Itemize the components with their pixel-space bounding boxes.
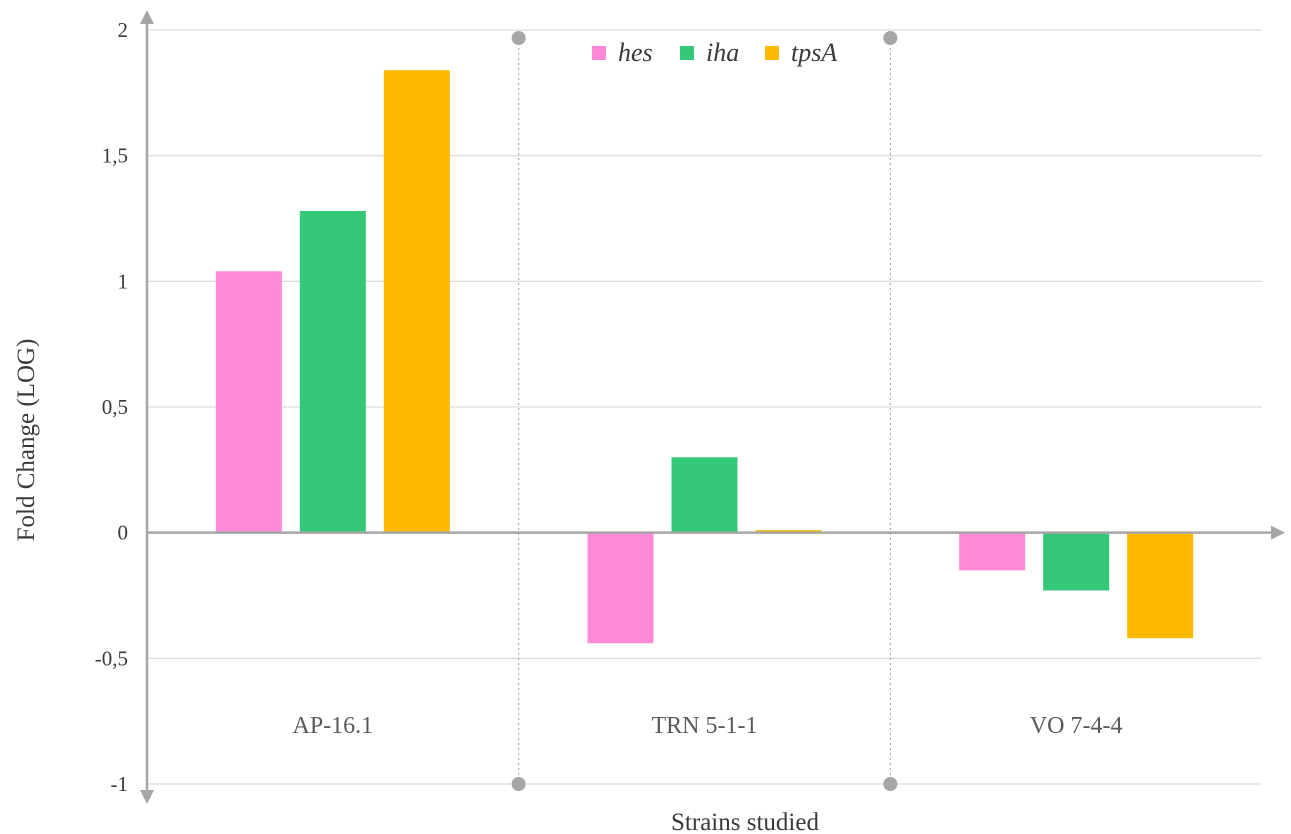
y-tick-label: -1 <box>111 772 129 796</box>
y-axis-arrow-up <box>140 10 154 24</box>
bars <box>215 70 1194 644</box>
legend-swatch-iha <box>680 46 694 60</box>
legend-label-hes: hes <box>618 38 653 67</box>
bar-tpsA-VO 7-4-4 <box>1127 532 1194 639</box>
bar-hes-VO 7-4-4 <box>959 532 1026 571</box>
category-label: AP-16.1 <box>292 713 373 739</box>
legend-label-iha: iha <box>706 38 739 67</box>
legend-swatch-hes <box>592 46 606 60</box>
category-separators <box>511 31 898 791</box>
y-tick-labels: -1 -0,5 0 0,5 1 1,5 2 <box>95 18 128 796</box>
bar-iha-VO 7-4-4 <box>1043 532 1110 591</box>
bar-tpsA-AP-16.1 <box>383 70 450 533</box>
legend-swatch-tpsA <box>765 46 779 60</box>
legend: hes iha tpsA <box>592 38 837 67</box>
separator-dot <box>511 31 526 45</box>
x-axis-arrow <box>1271 525 1285 540</box>
y-axis-title: Fold Change (LOG) <box>13 339 40 542</box>
axes <box>140 10 1285 804</box>
separator-dot <box>511 777 526 791</box>
y-tick-label: 0,5 <box>102 395 128 419</box>
y-axis-arrow-down <box>140 790 154 804</box>
separator-dot <box>883 777 898 791</box>
bar-iha-TRN 5-1-1 <box>671 457 738 533</box>
y-tick-label: 1,5 <box>102 144 128 168</box>
separator-dot <box>883 31 898 45</box>
y-tick-label: 0 <box>118 521 129 545</box>
category-label: VO 7-4-4 <box>1030 713 1123 739</box>
legend-label-tpsA: tpsA <box>791 38 837 67</box>
bar-iha-AP-16.1 <box>299 210 366 533</box>
y-tick-label: -0,5 <box>95 646 128 670</box>
category-label: TRN 5-1-1 <box>652 713 758 739</box>
bar-tpsA-TRN 5-1-1 <box>755 530 822 533</box>
x-axis-title: Strains studied <box>671 809 819 834</box>
bar-hes-AP-16.1 <box>215 271 282 533</box>
bar-hes-TRN 5-1-1 <box>587 532 654 644</box>
y-tick-label: 2 <box>118 18 129 42</box>
y-tick-label: 1 <box>118 269 129 293</box>
category-labels: AP-16.1 TRN 5-1-1 VO 7-4-4 <box>292 713 1122 739</box>
